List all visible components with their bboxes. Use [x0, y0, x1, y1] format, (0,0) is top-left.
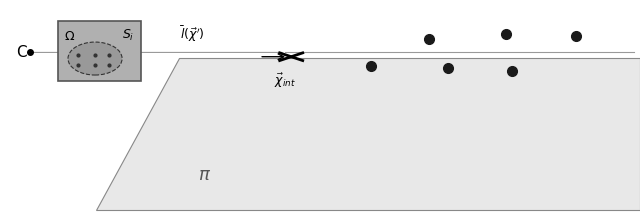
Text: $\bar{l}(\vec{\chi}')$: $\bar{l}(\vec{\chi}')$: [180, 24, 204, 44]
Text: $S_i$: $S_i$: [122, 28, 134, 43]
Ellipse shape: [68, 42, 122, 75]
Text: $\vec{\chi}_{int}$: $\vec{\chi}_{int}$: [274, 72, 296, 90]
Text: $\pi$: $\pi$: [198, 166, 211, 184]
Text: $\Omega$: $\Omega$: [64, 30, 75, 43]
FancyBboxPatch shape: [58, 21, 141, 81]
Text: C: C: [16, 45, 27, 60]
Polygon shape: [96, 58, 640, 210]
